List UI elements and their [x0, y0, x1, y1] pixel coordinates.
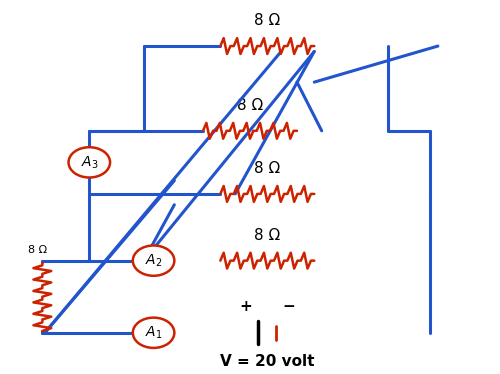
Text: 8 Ω: 8 Ω: [254, 228, 280, 243]
Text: V = 20 volt: V = 20 volt: [220, 355, 314, 370]
Circle shape: [133, 318, 174, 348]
Text: 8 Ω: 8 Ω: [254, 161, 280, 176]
Circle shape: [68, 147, 110, 178]
Text: $A_1$: $A_1$: [145, 325, 162, 341]
Text: 8 Ω: 8 Ω: [237, 98, 263, 113]
Circle shape: [133, 245, 174, 276]
Text: 8 Ω: 8 Ω: [28, 245, 47, 255]
Text: $A_3$: $A_3$: [80, 154, 98, 171]
Text: 8 Ω: 8 Ω: [254, 13, 280, 28]
Text: −: −: [282, 299, 295, 314]
Text: $A_2$: $A_2$: [145, 252, 162, 269]
Text: +: +: [240, 299, 252, 314]
